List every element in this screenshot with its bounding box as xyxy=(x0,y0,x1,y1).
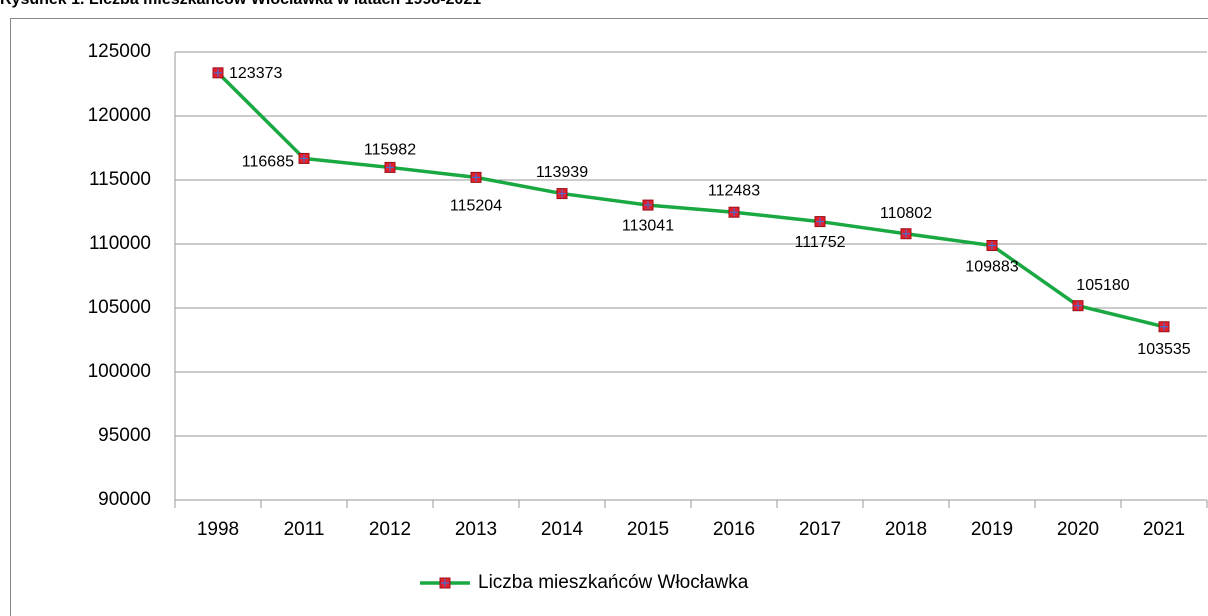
y-tick-label: 115000 xyxy=(89,169,151,190)
marker-cross xyxy=(902,229,910,238)
data-label: 113939 xyxy=(536,164,588,181)
marker xyxy=(900,228,912,240)
marker xyxy=(298,152,310,164)
marker-cross xyxy=(214,68,222,77)
y-tick-label: 100000 xyxy=(88,361,151,382)
data-label: 110802 xyxy=(880,205,932,222)
marker xyxy=(470,171,482,183)
marker-cross xyxy=(441,579,449,587)
chart-border xyxy=(10,18,1208,616)
x-tick-label: 2018 xyxy=(885,519,927,540)
x-tick-label: 2019 xyxy=(971,519,1013,540)
data-label: 116685 xyxy=(242,154,294,171)
chart-title: Rysunek 1. Liczba mieszkańców Włocławka … xyxy=(0,0,481,8)
y-tick-label: 105000 xyxy=(88,297,151,318)
marker-cross xyxy=(644,201,652,210)
x-tick-label: 1998 xyxy=(197,519,239,540)
y-tick-label: 90000 xyxy=(98,489,151,510)
data-label: 112483 xyxy=(708,182,760,199)
marker xyxy=(439,577,451,589)
x-tick-label: 2016 xyxy=(713,519,755,540)
data-label: 105180 xyxy=(1076,277,1129,294)
x-tick-label: 2012 xyxy=(369,519,411,540)
series-line xyxy=(216,71,1165,329)
data-label: 123373 xyxy=(229,65,282,82)
marker-cross xyxy=(730,208,738,217)
x-tick-label: 2014 xyxy=(541,519,584,540)
marker xyxy=(642,199,654,211)
marker-cross xyxy=(558,189,566,198)
x-tick-label: 2021 xyxy=(1143,519,1185,540)
legend-marker xyxy=(439,577,451,589)
marker-cross xyxy=(1074,301,1082,310)
x-tick-label: 2015 xyxy=(627,519,669,540)
marker-cross xyxy=(300,154,308,163)
marker-cross xyxy=(988,241,996,250)
y-tick-label: 110000 xyxy=(89,233,151,254)
marker-cross xyxy=(472,173,480,182)
data-label: 111752 xyxy=(794,234,845,251)
marker xyxy=(556,188,568,200)
data-label: 115982 xyxy=(364,142,416,159)
y-tick-label: 125000 xyxy=(88,41,151,62)
x-tick-label: 2017 xyxy=(799,519,841,540)
y-tick-label: 120000 xyxy=(88,105,151,126)
marker xyxy=(384,161,396,173)
y-tick-label: 95000 xyxy=(98,425,151,446)
data-label: 113041 xyxy=(622,217,674,234)
x-tick-label: 2013 xyxy=(455,519,497,540)
data-label: 109883 xyxy=(965,259,1018,276)
data-label: 115204 xyxy=(450,198,502,215)
legend-label: Liczba mieszkańców Włocławka xyxy=(478,572,749,593)
marker-cross xyxy=(816,217,824,226)
marker-cross xyxy=(1160,322,1168,331)
marker xyxy=(1158,321,1170,333)
marker xyxy=(986,239,998,251)
marker xyxy=(814,216,826,228)
marker xyxy=(1072,300,1084,312)
marker xyxy=(728,206,740,218)
marker-cross xyxy=(386,163,394,172)
x-tick-label: 2020 xyxy=(1057,519,1099,540)
data-label: 103535 xyxy=(1137,341,1190,358)
marker xyxy=(212,67,224,79)
x-tick-label: 2011 xyxy=(284,519,325,540)
